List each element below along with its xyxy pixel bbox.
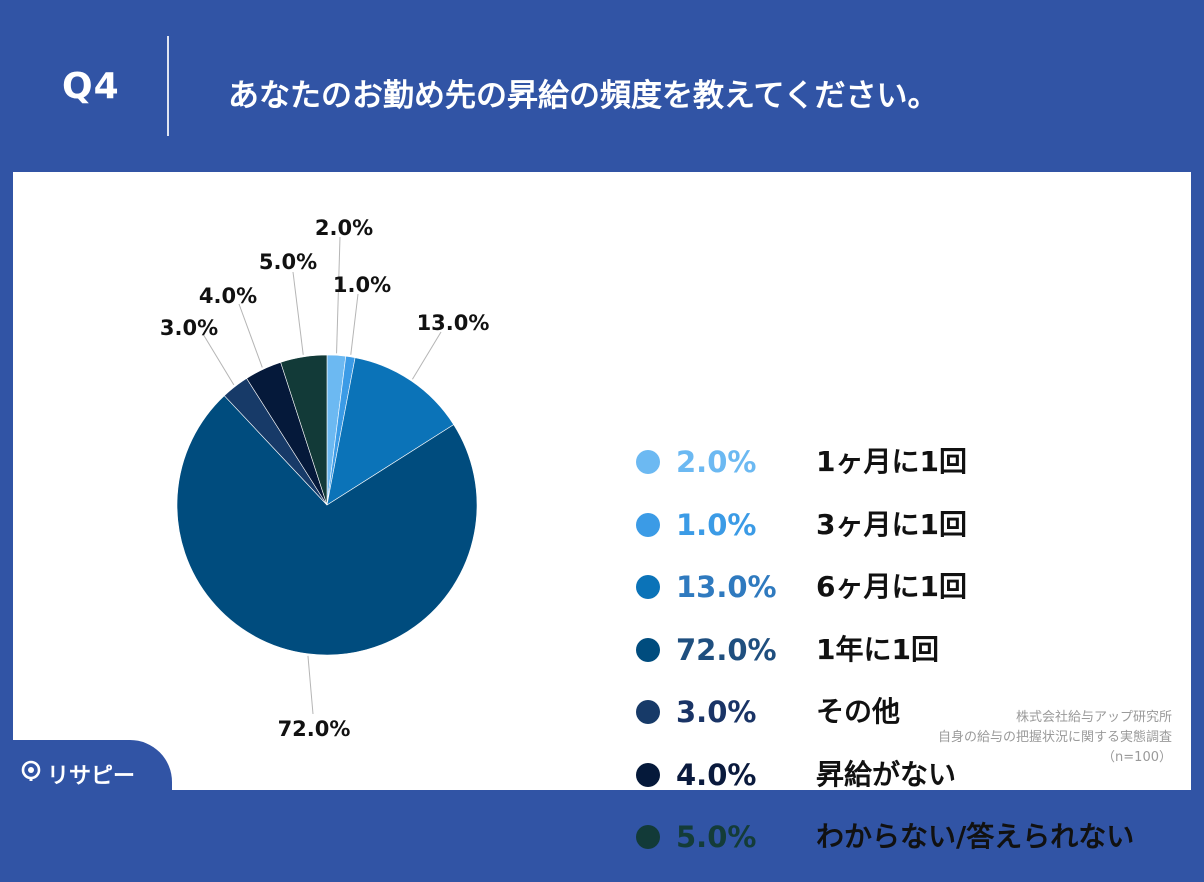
question-number: Q4 [62,66,120,107]
question-title: あなたのお勤め先の昇給の頻度を教えてください。 [228,78,939,114]
header: Q4 あなたのお勤め先の昇給の頻度を教えてください。 [0,0,1204,172]
legend-dot-icon [636,512,660,537]
legend-dot-icon [636,762,660,787]
legend-percent: 72.0% [676,632,777,667]
legend-category: 3ヶ月に1回 [816,507,967,541]
legend: 2.0% 1ヶ月に1回 1.0% 3ヶ月に1回 13.0% 6ヶ月に1回 72.0% 1年に1… [636,444,1176,882]
slice-label-5: 3.0% [160,316,218,340]
legend-category: 1ヶ月に1回 [816,445,967,478]
legend-category: 6ヶ月に1回 [816,570,967,603]
leader-line-2 [350,293,359,355]
legend-item: 4.0% 昇給がない [636,757,1176,820]
source-company: 株式会社給与アップ研究所 [1015,710,1172,725]
legend-percent: 4.0% [676,757,757,792]
leader-line-4 [307,655,314,715]
slice-label-6: 4.0% [199,284,257,308]
legend-percent: 13.0% [676,570,777,604]
legend-category: その他 [816,695,901,728]
legend-item: 72.0% 1年に1回 [636,632,1176,695]
logo-text: リサピー [47,764,136,789]
pie-slice-4 [176,395,478,656]
legend-category: 1年に1回 [816,632,939,666]
leader-line-7 [292,271,304,355]
pie-chart: 2.0% 1.0% 13.0% 72.0% 3.0% 4.0%5.0% [160,216,490,741]
legend-category: 昇給がない [816,757,957,791]
legend-percent: 5.0% [676,820,757,854]
legend-dot-icon [636,700,660,724]
legend-dot-icon [636,637,660,662]
sample-size: （n=100） [1102,750,1172,765]
legend-item: 1.0% 3ヶ月に1回 [636,507,1176,570]
lightbulb-icon [21,760,41,781]
source-survey: 自身の給与の把握状況に関する実態調査 [937,730,1172,745]
legend-item: 3.0% その他 [636,694,1176,757]
leader-line-3 [412,331,442,380]
chart-panel: 2.0% 1.0% 13.0% 72.0% 3.0% 4.0% 5.0% 2.0% 1ヶ月に1… [13,172,1191,854]
pie-slice-7 [280,354,328,506]
slice-label-1: 2.0% [315,216,373,240]
leader-line-1 [336,236,341,354]
legend-item: 13.0% 6ヶ月に1回 [636,569,1176,632]
slice-label-2: 1.0% [333,273,391,297]
legend-percent: 3.0% [676,695,757,729]
legend-percent: 1.0% [676,507,757,542]
leader-line-6 [238,303,263,368]
legend-dot-icon [636,575,660,599]
legend-dot-icon [636,825,660,849]
legend-category: わからない/答えられない [816,820,1135,853]
slice-label-3: 13.0% [417,311,490,335]
legend-item: 5.0% わからない/答えられない [636,819,1176,882]
header-divider [167,36,169,136]
legend-percent: 2.0% [676,445,757,479]
legend-item: 2.0% 1ヶ月に1回 [636,444,1176,507]
slice-label-4: 72.0% [278,717,351,741]
legend-dot-icon [636,450,660,474]
pie-slice-3 [326,357,455,506]
source-note: 株式会社給与アップ研究所 自身の給与の把握状況に関する実態調査 （n=100） [938,708,1172,768]
slice-label-7: 5.0% [259,250,317,274]
leader-line-5 [202,333,235,386]
logo: リサピー [0,740,172,804]
